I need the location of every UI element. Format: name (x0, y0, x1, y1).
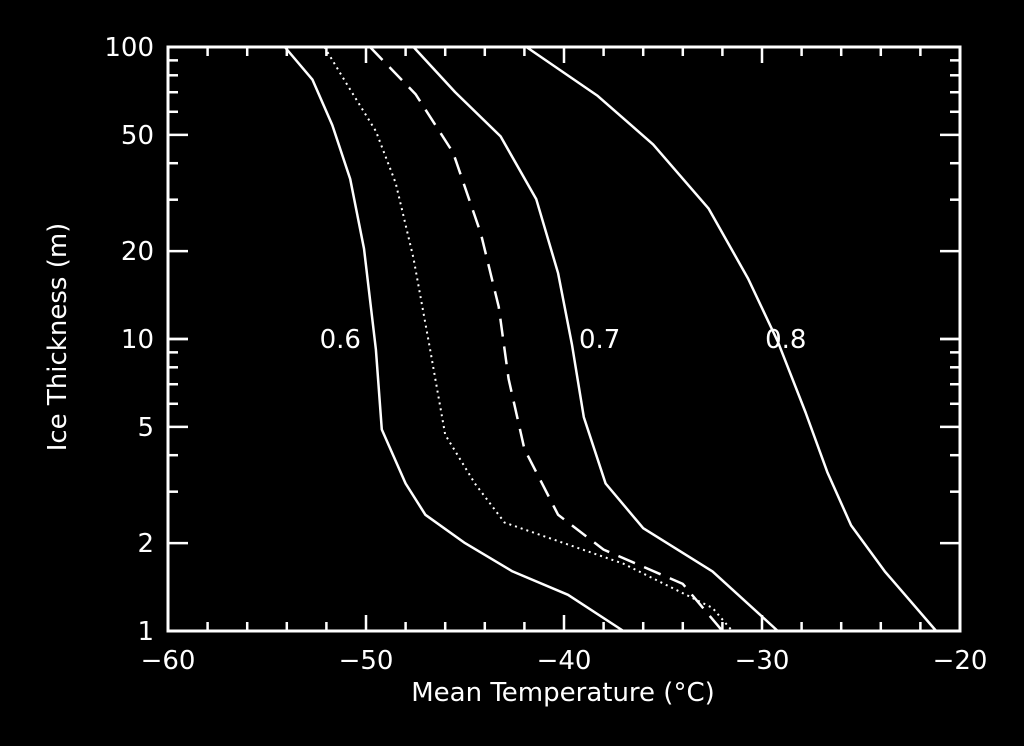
x-tick-label: −60 (141, 646, 196, 676)
y-axis-label: Ice Thickness (m) (43, 223, 73, 452)
series-label: 0.7 (579, 325, 620, 355)
tick-labels: −60 −50 −40 −30 −20 1 2 5 10 20 50 100 (104, 33, 987, 676)
series-curve-0-6 (283, 46, 625, 633)
x-tick-label: −40 (537, 646, 592, 676)
y-tick-label: 50 (121, 121, 154, 151)
series-curve-dashed-2 (369, 46, 724, 632)
x-tick-label: −50 (339, 646, 394, 676)
y-tick-label: 20 (121, 237, 154, 267)
series-label: 0.8 (765, 325, 806, 355)
x-tick-label: −30 (735, 646, 790, 676)
y-tick-label: 5 (137, 413, 154, 443)
x-axis-label: Mean Temperature (°C) (411, 678, 715, 708)
plot-frame (166, 45, 962, 633)
series-labels: 0.6 0.7 0.8 (320, 325, 807, 355)
series-curve-0-7 (412, 46, 779, 632)
series-curve-0-8 (525, 45, 938, 632)
y-tick-label: 100 (104, 33, 154, 63)
series-label: 0.6 (320, 325, 361, 355)
y-tick-label: 10 (121, 325, 154, 355)
series-group (283, 45, 938, 633)
x-tick-label: −20 (933, 646, 988, 676)
y-tick-label: 1 (137, 617, 154, 647)
y-tick-label: 2 (137, 529, 154, 559)
